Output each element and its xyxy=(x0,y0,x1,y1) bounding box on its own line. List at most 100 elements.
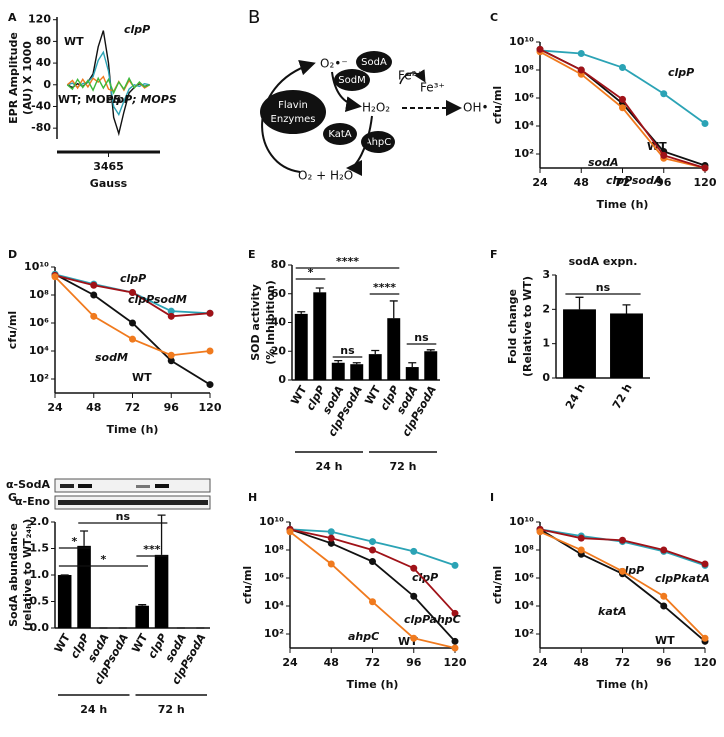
x-axis-label: Time (h) xyxy=(107,423,159,436)
group-label: 72 h xyxy=(390,460,417,473)
bar xyxy=(424,351,438,380)
blot-band xyxy=(78,484,92,488)
significance-label: * xyxy=(101,553,107,566)
y-axis-label: (Relative to WT) xyxy=(521,276,534,377)
y-tick-label: 10⁶ xyxy=(264,571,284,584)
bar xyxy=(405,367,419,380)
node-label: H₂O₂ xyxy=(362,101,390,115)
panel-label: H xyxy=(248,491,257,504)
bar xyxy=(563,309,596,378)
blot-band xyxy=(58,500,208,505)
x-tick-label: 72 xyxy=(615,176,630,189)
enzyme xyxy=(361,131,395,153)
x-tick-label: 72 h xyxy=(610,382,635,412)
data-point xyxy=(577,546,585,554)
blot-label: α-SodA xyxy=(6,478,50,491)
enzyme xyxy=(323,123,357,145)
series-label: clpP xyxy=(412,571,438,584)
series-label: WT xyxy=(655,634,675,647)
panel-label: B xyxy=(248,7,260,28)
x-tick-label: 72 xyxy=(365,656,380,669)
arrow xyxy=(331,71,362,113)
x-tick-label: 24 xyxy=(532,656,548,669)
y-tick-label: 10⁸ xyxy=(514,63,534,76)
data-point xyxy=(369,546,376,554)
bar xyxy=(368,354,382,380)
data-point xyxy=(410,547,418,555)
series-line xyxy=(539,528,706,565)
data-point xyxy=(51,273,59,281)
data-point xyxy=(90,312,98,320)
series-label: clpP xyxy=(120,272,146,285)
series-label: sodA xyxy=(588,156,619,169)
data-point xyxy=(619,536,626,544)
y-tick-label: 10⁸ xyxy=(29,288,49,301)
data-point xyxy=(451,637,459,645)
series-label: katA xyxy=(598,605,627,618)
bar xyxy=(331,362,345,380)
data-point xyxy=(167,351,175,359)
error-bar xyxy=(352,362,361,365)
error-bar xyxy=(138,604,147,606)
bar xyxy=(610,313,643,378)
blot xyxy=(54,478,211,493)
enzyme xyxy=(334,69,370,91)
data-point xyxy=(451,561,459,569)
bar xyxy=(154,554,169,628)
y-tick-label: 10² xyxy=(29,372,49,385)
node-label: SodA xyxy=(361,57,387,68)
x-axis-label: Time (h) xyxy=(597,198,649,211)
error-bar xyxy=(157,514,166,555)
western-blot: α-SodA α-Eno xyxy=(6,478,211,510)
node-label: O₂•⁻ xyxy=(320,57,348,71)
enzyme xyxy=(356,51,392,73)
y-tick-label: 20 xyxy=(271,344,287,357)
data-point xyxy=(167,312,175,320)
y-tick-label: 10⁶ xyxy=(514,571,534,584)
data-point xyxy=(619,95,626,103)
data-point xyxy=(369,538,376,546)
diagram: B O₂•⁻ SodA SodM Fe²⁺ Fe³⁺ H₂O₂ OH• Flav… xyxy=(248,7,489,183)
x-tick-label: 24 xyxy=(47,401,63,414)
panel-label: I xyxy=(490,491,494,504)
series-label: clpPsodM xyxy=(128,293,187,306)
node-label: SodM xyxy=(338,75,365,86)
y-tick-label: 2 xyxy=(542,302,550,315)
significance-label: * xyxy=(71,535,77,548)
x-axis-label: Time (h) xyxy=(347,678,399,691)
data-point xyxy=(129,335,136,343)
y-axis-label: Fold change xyxy=(506,289,519,364)
y-axis-label: (relative to WT₂₄ₕ) xyxy=(21,519,34,632)
node-label: Flavin xyxy=(278,100,308,111)
y-tick-label: 10⁴ xyxy=(264,599,284,612)
y-tick-label: 10¹⁰ xyxy=(259,515,284,528)
series-label: sodM xyxy=(95,351,128,364)
node-label: OH• xyxy=(463,101,489,115)
panel-label: E xyxy=(248,248,256,261)
series-label: clpPkatA xyxy=(655,572,710,585)
series-label: WT xyxy=(132,371,152,384)
y-tick-label: 2.0 xyxy=(30,515,50,528)
y-tick-label: 0 xyxy=(542,371,550,384)
y-tick-label: 10¹⁰ xyxy=(509,515,534,528)
bar xyxy=(57,575,72,628)
data-point xyxy=(286,528,294,536)
x-axis-label: Gauss xyxy=(90,177,128,190)
chart-title: sodA expn. xyxy=(569,255,638,268)
x-tick-label: 96 xyxy=(656,656,672,669)
y-tick-label: 40 xyxy=(36,56,52,69)
data-point xyxy=(206,381,214,389)
significance-label: ns xyxy=(340,344,355,357)
node-label: Fe³⁺ xyxy=(420,81,445,95)
x-axis-label: Time (h) xyxy=(597,678,649,691)
y-tick-label: 10⁶ xyxy=(514,91,534,104)
x-tick-label: 120 xyxy=(199,401,222,414)
error-bar xyxy=(389,300,398,319)
node-label: AhpC xyxy=(365,137,392,148)
arrow xyxy=(346,115,373,176)
data-point xyxy=(90,291,98,299)
y-axis-label: cfu/ml xyxy=(491,86,504,124)
series-label: clpP xyxy=(124,23,150,36)
data-point xyxy=(577,534,585,542)
